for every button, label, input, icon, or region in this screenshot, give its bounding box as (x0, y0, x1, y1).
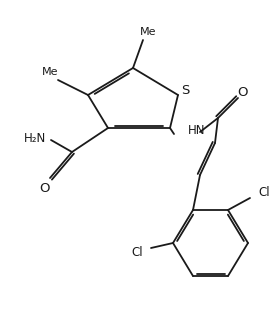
Text: H₂N: H₂N (24, 131, 46, 144)
Text: O: O (40, 181, 50, 195)
Text: HN: HN (188, 125, 206, 137)
Text: Cl: Cl (131, 246, 143, 259)
Text: Cl: Cl (258, 186, 270, 199)
Text: Me: Me (42, 67, 58, 77)
Text: Me: Me (140, 27, 156, 37)
Text: O: O (238, 87, 248, 100)
Text: S: S (181, 84, 189, 98)
